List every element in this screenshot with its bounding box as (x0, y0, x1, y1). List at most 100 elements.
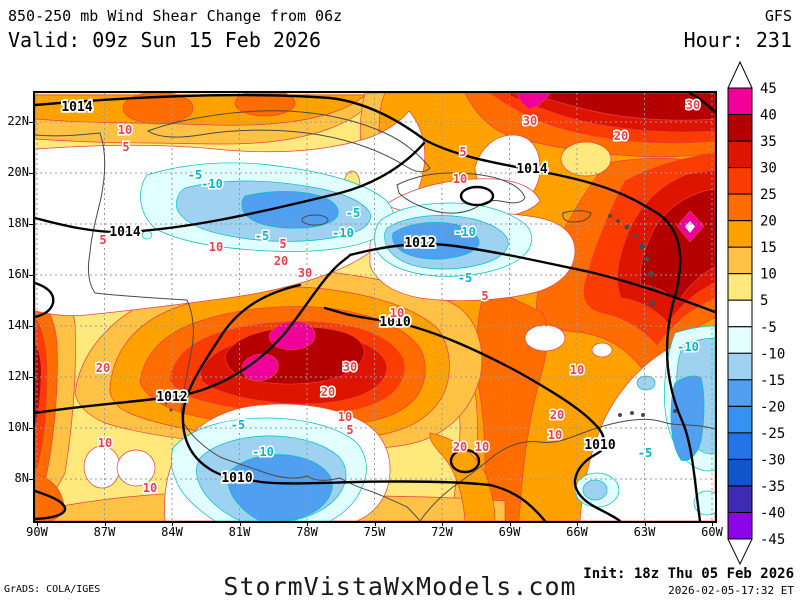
lat-tick-label: 16N (2, 267, 29, 281)
shear-negative-label: -5 (231, 418, 245, 432)
colorbar-segment (728, 513, 752, 540)
colorbar-segment (728, 433, 752, 460)
shear-negative-label: -10 (252, 445, 274, 459)
colorbar-segment (728, 168, 752, 195)
lat-tick-mark (29, 122, 34, 123)
shear-positive-label: 5 (279, 237, 286, 251)
colorbar-value: -45 (760, 532, 785, 548)
shear-positive-label: 30 (686, 98, 700, 112)
lon-tick-mark (240, 521, 241, 526)
colorbar-value: 35 (760, 134, 777, 150)
lon-tick-mark (510, 521, 511, 526)
colorbar-segment (728, 380, 752, 407)
shear-positive-label: 20 (614, 129, 628, 143)
colorbar-segment (728, 274, 752, 301)
lat-tick-mark (29, 224, 34, 225)
shear-negative-label: -10 (454, 225, 476, 239)
shear-positive-label: 10 (209, 240, 223, 254)
lon-tick-mark (105, 521, 106, 526)
init-time: Init: 18z Thu 05 Feb 2026 (583, 566, 794, 582)
lon-tick-mark (645, 521, 646, 526)
lon-tick-label: 75W (353, 525, 397, 539)
lon-tick-label: 81W (218, 525, 262, 539)
colorbar-value: -20 (760, 399, 785, 415)
shear-positive-label: 5 (481, 289, 488, 303)
lon-tick-label: 87W (83, 525, 127, 539)
shear-positive-label: 20 (96, 361, 110, 375)
colorbar-value: -10 (760, 346, 785, 362)
shear-positive-label: 5 (346, 423, 353, 437)
shear-negative-label: -10 (677, 340, 699, 354)
shear-positive-label: 10 (453, 172, 467, 186)
lon-tick-label: 72W (420, 525, 464, 539)
mslp-contour-label: 1010 (221, 471, 252, 486)
lon-tick-label: 63W (623, 525, 667, 539)
colorbar-value: 30 (760, 161, 777, 177)
lat-tick-label: 14N (2, 318, 29, 332)
timestamp: 2026-02-05-17:32 ET (668, 584, 794, 597)
shear-positive-label: 20 (274, 254, 288, 268)
lat-tick-label: 20N (2, 165, 29, 179)
shear-positive-label: 30 (343, 360, 357, 374)
colorbar-value: 45 (760, 81, 777, 97)
shear-negative-label: -5 (255, 229, 269, 243)
shear-positive-label: 10 (570, 363, 584, 377)
shear-positive-label: 20 (321, 385, 335, 399)
shear-negative-label: -5 (188, 168, 202, 182)
shear-positive-label: 10 (143, 481, 157, 495)
lon-tick-label: 90W (15, 525, 59, 539)
shear-negative-label: -5 (346, 206, 360, 220)
shear-positive-label: 20 (550, 408, 564, 422)
lat-tick-mark (29, 173, 34, 174)
forecast-hour: Hour: 231 (684, 28, 792, 52)
lon-tick-mark (712, 521, 713, 526)
shear-positive-label: 10 (548, 428, 562, 442)
shear-positive-label: 5 (99, 233, 106, 247)
lon-tick-mark (375, 521, 376, 526)
lat-tick-mark (29, 479, 34, 480)
colorbar-value: 40 (760, 108, 777, 124)
colorbar-segment (728, 459, 752, 486)
lon-tick-label: 78W (285, 525, 329, 539)
lon-tick-label: 84W (150, 525, 194, 539)
shear-positive-label: 10 (98, 436, 112, 450)
colorbar-segment (728, 221, 752, 248)
mslp-contour-label: 1010 (584, 438, 615, 453)
colorbar-segment (728, 300, 752, 327)
colorbar-value: -30 (760, 452, 785, 468)
colorbar-segment (728, 353, 752, 380)
lat-tick-mark (29, 326, 34, 327)
colorbar-segment (728, 194, 752, 221)
lat-tick-mark (29, 377, 34, 378)
mslp-contour-label: 1014 (61, 100, 92, 115)
shear-negative-label: -5 (638, 446, 652, 460)
colorbar-segment (728, 88, 752, 115)
shear-positive-label: 5 (459, 145, 466, 159)
mslp-contour-label: 1012 (156, 390, 187, 405)
colorbar-arrow-up (728, 62, 752, 88)
colorbar-arrow-down (728, 539, 752, 564)
colorbar-segment (728, 406, 752, 433)
colorbar-value: -15 (760, 373, 785, 389)
colorbar-segment (728, 141, 752, 168)
valid-time: Valid: 09z Sun 15 Feb 2026 (8, 28, 321, 52)
colorbar-value: 20 (760, 214, 777, 230)
mslp-contour-label: 1014 (109, 225, 140, 240)
colorbar-segment (728, 115, 752, 142)
shear-positive-label: 5 (122, 140, 129, 154)
lat-tick-label: 12N (2, 369, 29, 383)
colorbar-value: -40 (760, 506, 785, 522)
shear-positive-label: 30 (298, 266, 312, 280)
colorbar-value: 5 (760, 293, 768, 309)
colorbar-value: 10 (760, 267, 777, 283)
lon-tick-mark (442, 521, 443, 526)
lon-tick-mark (577, 521, 578, 526)
model-name: GFS (765, 7, 792, 25)
shear-negative-label: -10 (332, 226, 354, 240)
lat-tick-label: 18N (2, 216, 29, 230)
shear-negative-label: -10 (201, 177, 223, 191)
shear-positive-label: 20 (453, 440, 467, 454)
shear-positive-label: 10 (118, 123, 132, 137)
lon-tick-mark (172, 521, 173, 526)
colorbar-segment (728, 327, 752, 354)
